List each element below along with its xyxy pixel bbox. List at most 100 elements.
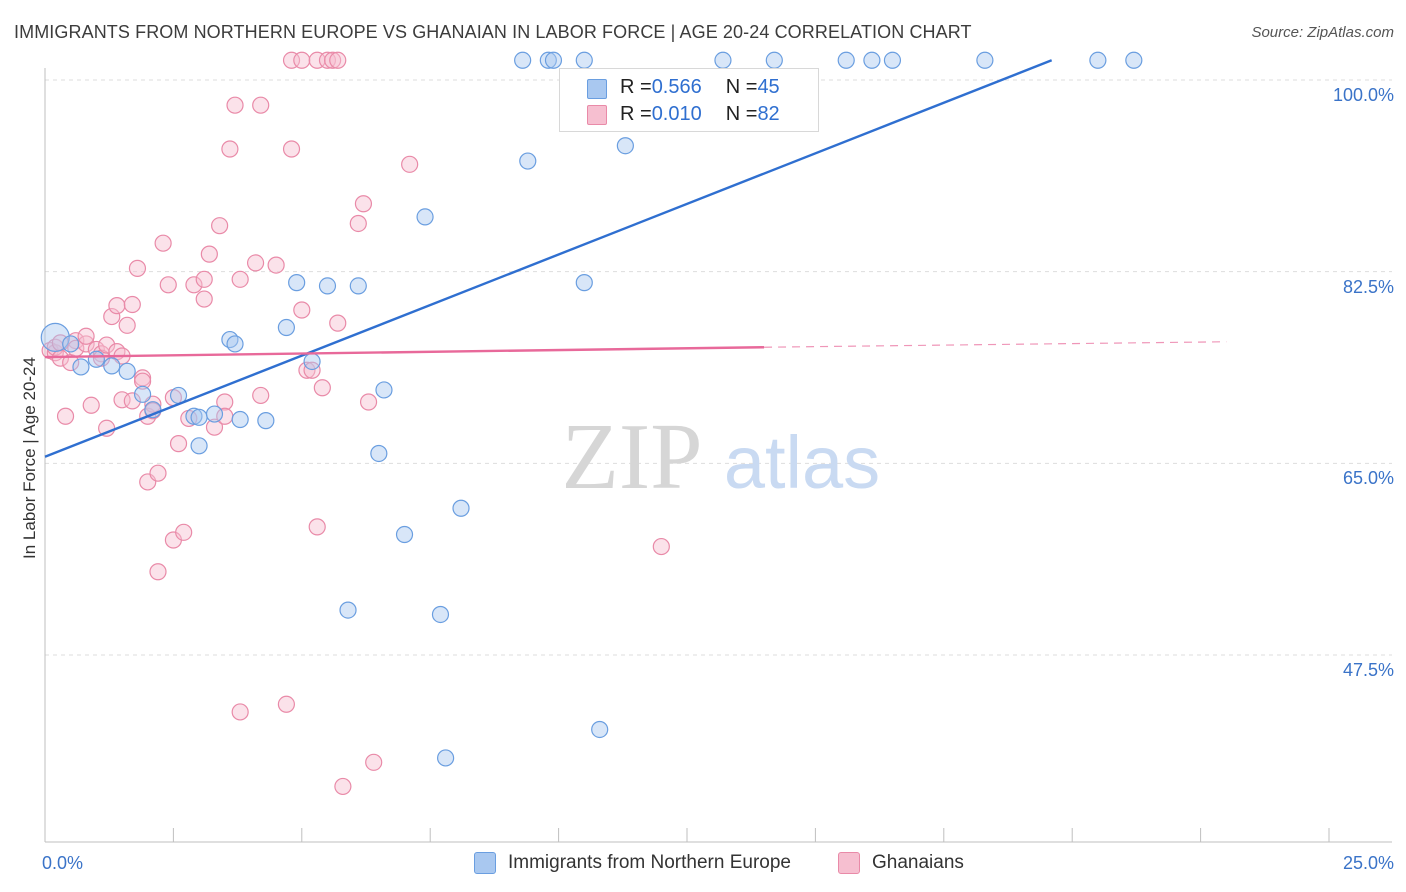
northern-europe-point-39 (765, 51, 783, 69)
legend-blue-n-label: N = (725, 76, 758, 98)
ghanaians-point-72 (349, 214, 367, 233)
northern-europe-point-12 (205, 405, 224, 423)
ghanaians-point-23 (123, 295, 141, 314)
ghanaians-point-74 (359, 393, 378, 411)
ghanaians-point-76 (401, 155, 419, 173)
legend-swatch-blue (587, 79, 607, 99)
northern-europe-point-41 (863, 51, 881, 69)
ghanaians-point-61 (293, 301, 311, 319)
ghanaians-point-11 (82, 396, 100, 414)
northern-europe-point-11 (190, 437, 208, 455)
ghanaians-point-17 (103, 307, 121, 326)
ghanaians-point-75 (365, 753, 383, 771)
northern-europe-point-5 (118, 362, 136, 380)
ghanaians-point-53 (246, 254, 265, 272)
ghanaians-point-73 (354, 195, 373, 213)
northern-europe-point-16 (257, 412, 275, 430)
northern-europe-point-44 (1089, 51, 1107, 69)
northern-europe-point-27 (431, 605, 450, 624)
ghanaians-point-35 (159, 276, 177, 294)
northern-europe-point-26 (416, 208, 434, 226)
trend-line-ghanaians (44, 346, 765, 359)
northern-europe-point-19 (303, 352, 321, 371)
northern-europe-point-38 (714, 51, 732, 69)
legend-blue-r-label: R = (620, 76, 652, 98)
ghanaians-point-22 (118, 316, 136, 334)
bottom-legend-blue: Immigrants from Northern Europe (474, 852, 791, 874)
ghanaians-point-44 (200, 245, 218, 263)
northern-europe-point-42 (883, 51, 902, 69)
ghanaians-point-71 (334, 777, 352, 796)
ghanaians-point-77 (652, 537, 670, 556)
legend-row-blue: R = 0.566 N = 45 (620, 76, 780, 99)
y-tick-label-2: 82.5% (1342, 276, 1394, 297)
ghanaians-point-55 (252, 386, 270, 405)
ghanaians-point-60 (293, 51, 311, 69)
y-tick-label-0: 47.5% (1342, 660, 1394, 680)
y-tick-label-1: 65.0% (1342, 468, 1394, 489)
northern-europe-point-25 (395, 525, 414, 544)
legend-pink-r-value: 0.010 (651, 103, 702, 125)
source-label: Source: ZipAtlas.com (1251, 24, 1394, 41)
ghanaians-point-49 (221, 140, 239, 158)
stats-legend: R = 0.566 N = 45 R = 0.010 N = 82 (559, 68, 819, 132)
ghanaians-point-32 (149, 464, 167, 482)
legend-pink-r-label: R = (620, 103, 652, 125)
ghanaians-point-70 (329, 314, 347, 332)
ghanaians-point-66 (313, 379, 331, 397)
northern-europe-point-14 (231, 410, 249, 429)
northern-europe-point-32 (539, 51, 557, 69)
trend-lines (44, 59, 1227, 458)
northern-europe-point-36 (591, 720, 609, 739)
legend-row-pink: R = 0.010 N = 82 (620, 103, 780, 126)
bottom-legend-label-blue: Immigrants from Northern Europe (508, 852, 791, 873)
ghanaians-point-42 (195, 270, 213, 288)
northern-europe-point-45 (1125, 51, 1143, 69)
northern-europe-point-2 (72, 358, 90, 376)
ghanaians-point-24 (123, 392, 141, 410)
northern-europe-point-30 (514, 51, 532, 69)
ghanaians-point-62 (298, 361, 316, 379)
northern-europe-point-22 (349, 277, 367, 295)
ghanaians-point-18 (108, 297, 126, 315)
ghanaians-point-52 (231, 703, 249, 721)
legend-swatch-pink (587, 105, 607, 125)
northern-europe-point-31 (519, 152, 537, 170)
x-tick-label-min: 0.0% (42, 853, 84, 873)
ghanaians-point-68 (324, 51, 342, 69)
northern-europe-point-6 (133, 385, 152, 403)
ghanaians-point-10 (77, 327, 95, 345)
northern-europe-point-10 (190, 408, 208, 426)
axes (44, 68, 1392, 843)
northern-europe-point-29 (452, 499, 470, 517)
y-tick-label-3: 100.0% (1332, 85, 1394, 105)
northern-europe-point-43 (976, 51, 994, 69)
ghanaians-point-34 (154, 234, 172, 252)
legend-blue-n-value: 45 (757, 76, 780, 98)
ghanaians-point-43 (195, 290, 213, 308)
ghanaians-point-38 (169, 435, 188, 453)
northern-europe-point-9 (185, 407, 203, 425)
northern-europe-point-23 (370, 444, 388, 463)
ghanaians-point-27 (133, 372, 152, 390)
ghanaians-point-39 (175, 523, 193, 541)
northern-europe-point-1 (62, 335, 80, 353)
northern-europe-point-35 (575, 274, 593, 292)
ghanaians-point-25 (128, 259, 147, 277)
ghanaians-points (41, 51, 670, 796)
northern-europe-point-20 (318, 277, 337, 295)
chart-title: IMMIGRANTS FROM NORTHERN EUROPE VS GHANA… (14, 22, 972, 42)
ghanaians-point-57 (277, 695, 295, 713)
watermark-zip: ZIP (562, 405, 703, 509)
northern-europe-point-37 (616, 137, 634, 155)
ghanaians-point-41 (185, 276, 203, 294)
northern-europe-point-40 (837, 51, 855, 69)
bottom-legend-swatch-pink (838, 852, 860, 874)
legend-pink-n-label: N = (725, 103, 758, 125)
northern-europe-point-4 (103, 357, 121, 375)
bottom-legend-swatch-blue (474, 852, 496, 874)
northern-europe-point-24 (375, 381, 393, 399)
trend-line-northern-europe (44, 59, 1053, 458)
ghanaians-point-69 (329, 51, 347, 69)
ghanaians-point-58 (282, 140, 301, 158)
